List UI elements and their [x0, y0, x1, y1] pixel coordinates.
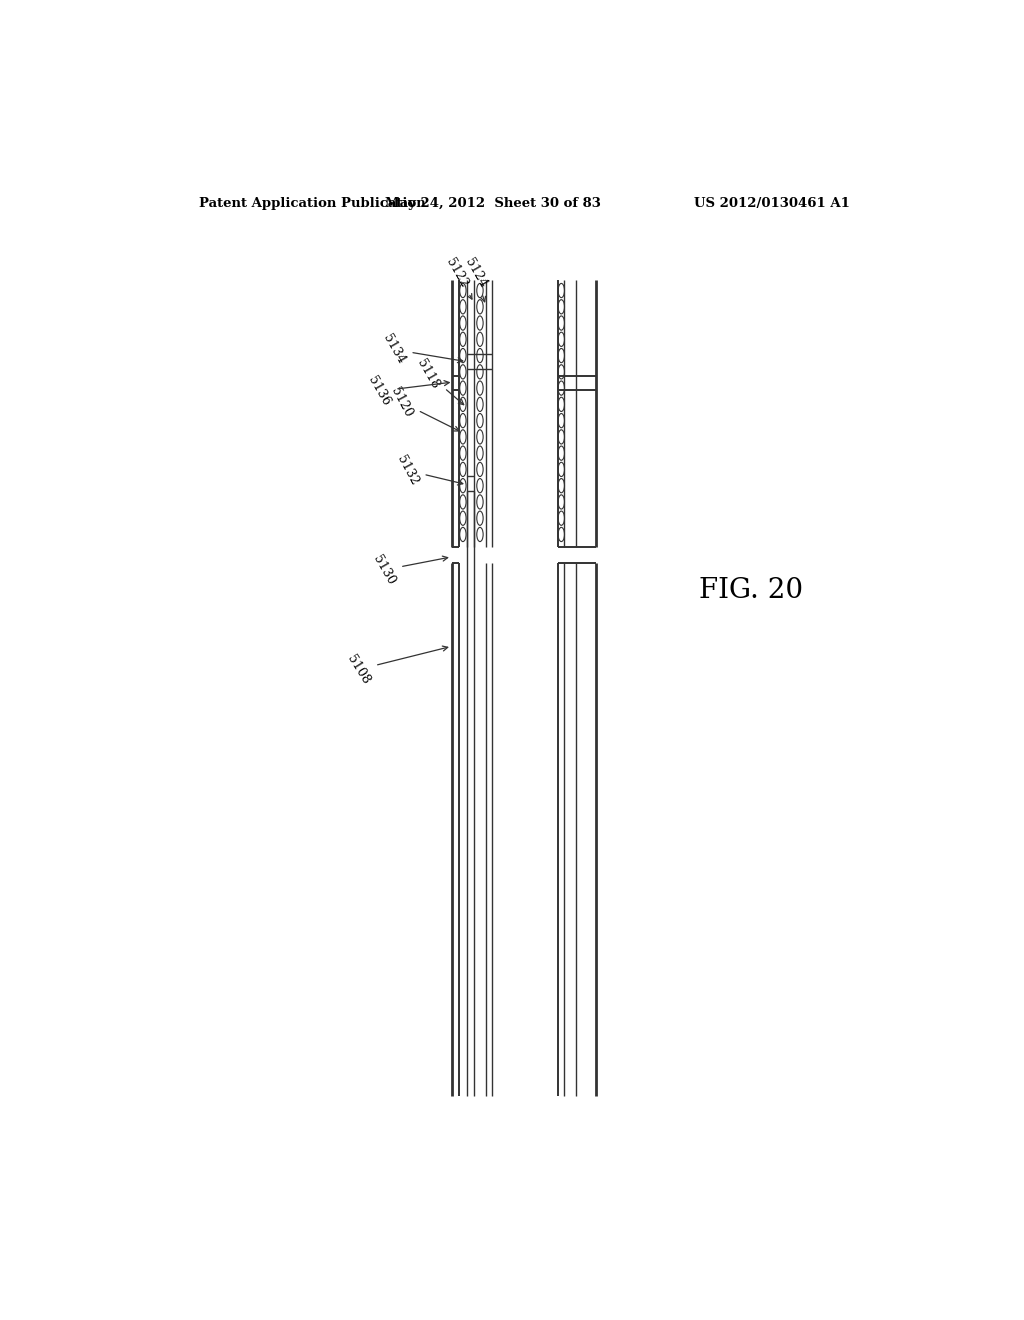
Text: May 24, 2012  Sheet 30 of 83: May 24, 2012 Sheet 30 of 83 [385, 197, 601, 210]
Text: 5136: 5136 [366, 374, 450, 408]
Text: 5118: 5118 [415, 356, 464, 405]
Text: FIG. 20: FIG. 20 [699, 577, 804, 603]
Text: Patent Application Publication: Patent Application Publication [200, 197, 426, 210]
Text: 5120: 5120 [388, 385, 459, 430]
Text: 5124: 5124 [462, 256, 489, 302]
Text: 5108: 5108 [344, 645, 447, 686]
Text: 5122: 5122 [443, 256, 472, 300]
Text: US 2012/0130461 A1: US 2012/0130461 A1 [694, 197, 850, 210]
Text: 5132: 5132 [394, 453, 463, 487]
Text: 5134: 5134 [380, 333, 463, 367]
Text: 5130: 5130 [370, 553, 447, 587]
